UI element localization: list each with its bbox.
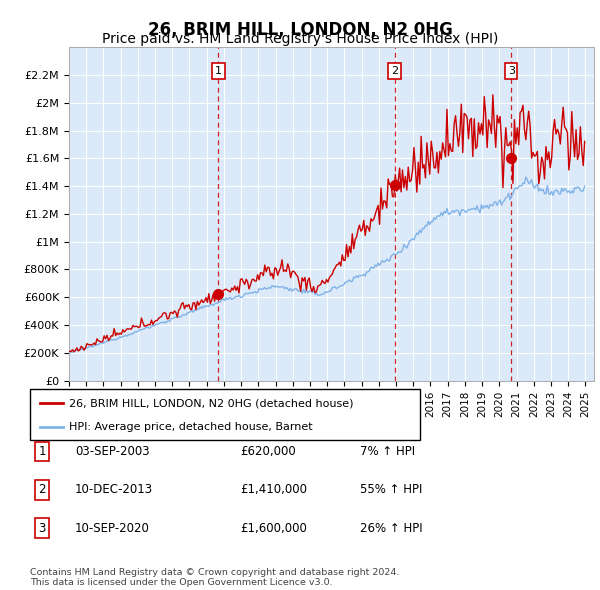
Text: 7% ↑ HPI: 7% ↑ HPI <box>360 445 415 458</box>
Text: 26% ↑ HPI: 26% ↑ HPI <box>360 522 422 535</box>
Text: 10-DEC-2013: 10-DEC-2013 <box>75 483 153 496</box>
Text: 26, BRIM HILL, LONDON, N2 0HG (detached house): 26, BRIM HILL, LONDON, N2 0HG (detached … <box>69 398 353 408</box>
Text: 3: 3 <box>38 522 46 535</box>
Text: 26, BRIM HILL, LONDON, N2 0HG: 26, BRIM HILL, LONDON, N2 0HG <box>148 21 452 39</box>
Text: 3: 3 <box>508 66 515 76</box>
Text: Price paid vs. HM Land Registry's House Price Index (HPI): Price paid vs. HM Land Registry's House … <box>102 32 498 47</box>
Text: £620,000: £620,000 <box>240 445 296 458</box>
Text: 10-SEP-2020: 10-SEP-2020 <box>75 522 150 535</box>
Text: 55% ↑ HPI: 55% ↑ HPI <box>360 483 422 496</box>
Text: £1,410,000: £1,410,000 <box>240 483 307 496</box>
Text: HPI: Average price, detached house, Barnet: HPI: Average price, detached house, Barn… <box>69 422 313 432</box>
Text: 2: 2 <box>391 66 398 76</box>
Text: 2: 2 <box>38 483 46 496</box>
Text: 1: 1 <box>38 445 46 458</box>
Text: 03-SEP-2003: 03-SEP-2003 <box>75 445 149 458</box>
Text: 1: 1 <box>215 66 222 76</box>
Text: £1,600,000: £1,600,000 <box>240 522 307 535</box>
Text: Contains HM Land Registry data © Crown copyright and database right 2024.
This d: Contains HM Land Registry data © Crown c… <box>30 568 400 587</box>
